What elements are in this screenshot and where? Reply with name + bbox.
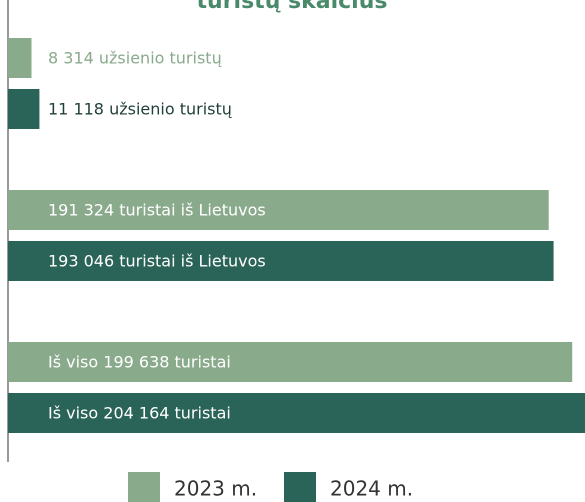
- legend-swatch: [284, 472, 316, 502]
- bar: [8, 89, 40, 129]
- chart-title: turistų skaičius: [197, 0, 388, 14]
- value-label: 8 314 užsienio turistų: [48, 49, 222, 68]
- value-label: 191 324 turistai iš Lietuvos: [48, 201, 266, 220]
- legend-label: 2023 m.: [174, 477, 257, 501]
- bar: [8, 38, 32, 78]
- value-label: 11 118 užsienio turistų: [48, 100, 232, 119]
- bar: [8, 393, 585, 433]
- bar: [8, 241, 554, 281]
- bar: [8, 342, 573, 382]
- value-label: Iš viso 204 164 turistai: [48, 404, 231, 423]
- legend-label: 2024 m.: [330, 477, 413, 501]
- legend-swatch: [128, 472, 160, 502]
- bar: [8, 190, 549, 230]
- value-label: Iš viso 199 638 turistai: [48, 353, 231, 372]
- value-label: 193 046 turistai iš Lietuvos: [48, 252, 266, 271]
